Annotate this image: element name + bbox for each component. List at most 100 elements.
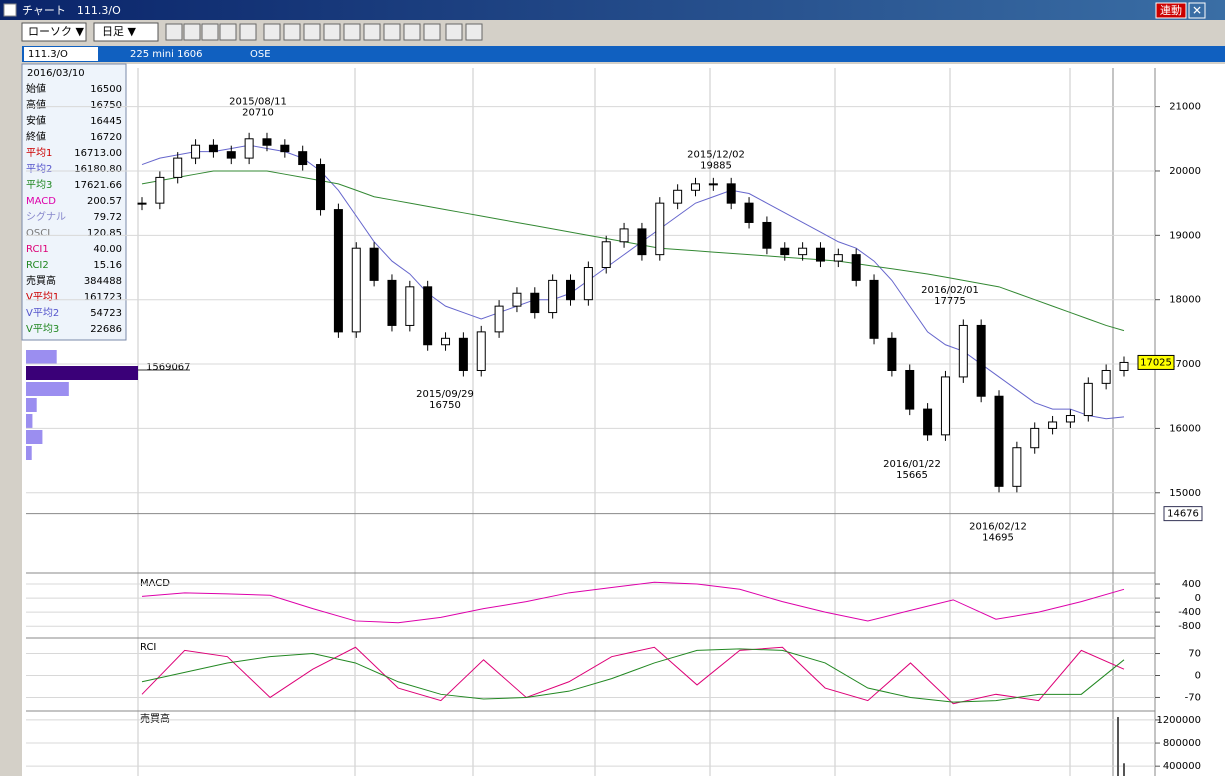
candle [1101, 369, 1111, 384]
y-tick-label: 70 [1188, 649, 1201, 660]
info-value: 16713.00 [74, 148, 122, 159]
symbol: 111.3/O [28, 49, 68, 60]
candle [280, 144, 290, 153]
volume-profile-bar [26, 430, 43, 444]
annotation-date: 2015/09/29 [416, 389, 474, 400]
tool-icon[interactable] [183, 23, 201, 41]
y-tick-label: 400000 [1163, 761, 1201, 772]
info-value: 40.00 [93, 244, 122, 255]
candle [655, 202, 665, 256]
y-tick-label: 21000 [1169, 102, 1201, 113]
symbol-box [24, 47, 98, 61]
close-button[interactable] [1188, 2, 1206, 19]
annotation-value: 15665 [896, 470, 928, 481]
volume-profile-bar [26, 414, 33, 428]
period-select[interactable] [93, 22, 159, 42]
annotation-value: 16750 [429, 400, 461, 411]
info-value: 22686 [90, 324, 122, 335]
annotation-date: 2015/08/11 [229, 96, 287, 107]
tool-icon[interactable] [263, 23, 281, 41]
annotation-date: 2016/02/01 [921, 285, 979, 296]
candle [1065, 415, 1075, 423]
volume-bar [1123, 763, 1125, 776]
tool-icon[interactable] [363, 23, 381, 41]
candle [458, 337, 468, 371]
tool-icon[interactable] [403, 23, 421, 41]
last-price: 17025 [1140, 357, 1172, 368]
candle [262, 138, 272, 146]
candle [958, 324, 968, 378]
candle [887, 337, 897, 371]
info-value: 54723 [90, 308, 122, 319]
annotation-value: 19885 [700, 160, 732, 171]
candle [1012, 447, 1022, 487]
chart-type-label[interactable]: ローソク ▼ [28, 25, 84, 38]
last-price-tag [1137, 354, 1175, 370]
candle [566, 279, 576, 301]
cursor-tag [1163, 506, 1203, 522]
tool-icon[interactable] [423, 23, 441, 41]
period-label[interactable]: 日足 ▼ [102, 25, 136, 38]
candle [1030, 427, 1040, 449]
candle [173, 157, 183, 178]
close-icon[interactable]: ✕ [1192, 4, 1202, 18]
info-label: RCI1 [26, 244, 49, 255]
chart-type-select[interactable] [21, 22, 87, 42]
candle [815, 247, 825, 262]
annotation-date: 2016/02/12 [969, 521, 1027, 532]
info-label: 始値 [26, 82, 46, 95]
info-value: 384488 [84, 276, 122, 287]
y-tick-label: 800000 [1163, 738, 1201, 749]
cursor-value: 14676 [1167, 509, 1199, 520]
volume-profile-bar [26, 446, 32, 460]
tool-icon[interactable] [165, 23, 183, 41]
info-value: 200.57 [87, 196, 122, 207]
y-tick-label: 17000 [1169, 359, 1201, 370]
candle [851, 254, 861, 281]
annotation-value: 14695 [982, 532, 1014, 543]
y-tick-label: -400 [1178, 607, 1201, 618]
tool-icon[interactable] [239, 23, 257, 41]
tool-icon[interactable] [283, 23, 301, 41]
info-label: OSCI [26, 228, 50, 239]
y-tick-label: 18000 [1169, 295, 1201, 306]
tool-icon[interactable] [219, 23, 237, 41]
info-value: 16500 [90, 84, 122, 95]
tool-icon[interactable] [343, 23, 361, 41]
candle [762, 221, 772, 249]
candle [226, 151, 236, 159]
candle [601, 241, 611, 269]
candle [583, 267, 593, 301]
candle [512, 292, 522, 307]
tool-icon[interactable] [201, 23, 219, 41]
volume-profile-bar [26, 382, 69, 396]
info-label: V平均2 [26, 307, 59, 319]
tool-icon[interactable] [465, 23, 483, 41]
tool-icon[interactable] [303, 23, 321, 41]
candle [923, 408, 933, 436]
annotation-value: 17775 [934, 296, 966, 307]
panel-borders [26, 68, 1156, 776]
info-value: 120.85 [87, 228, 122, 239]
candle [530, 292, 540, 314]
candle [423, 286, 433, 346]
tool-icon[interactable] [445, 23, 463, 41]
y-tick-label: 15000 [1169, 488, 1201, 499]
tool-icon[interactable] [383, 23, 401, 41]
candle [316, 164, 326, 211]
tool-icon[interactable] [323, 23, 341, 41]
candle [708, 183, 718, 186]
link-button[interactable] [1155, 2, 1187, 19]
panel-title: MACD [140, 578, 170, 589]
candle [726, 183, 736, 204]
title-bar [0, 0, 1225, 20]
candle [940, 376, 950, 436]
info-label: 安値 [26, 114, 46, 127]
info-label: 売買高 [26, 274, 56, 287]
link-button-label[interactable]: 連動 [1160, 3, 1182, 17]
volume-bar [1117, 717, 1119, 776]
candle [441, 337, 451, 346]
annotation-date: 2016/01/22 [883, 459, 941, 470]
candle [298, 151, 308, 166]
y-tick-label: 0 [1195, 671, 1201, 682]
